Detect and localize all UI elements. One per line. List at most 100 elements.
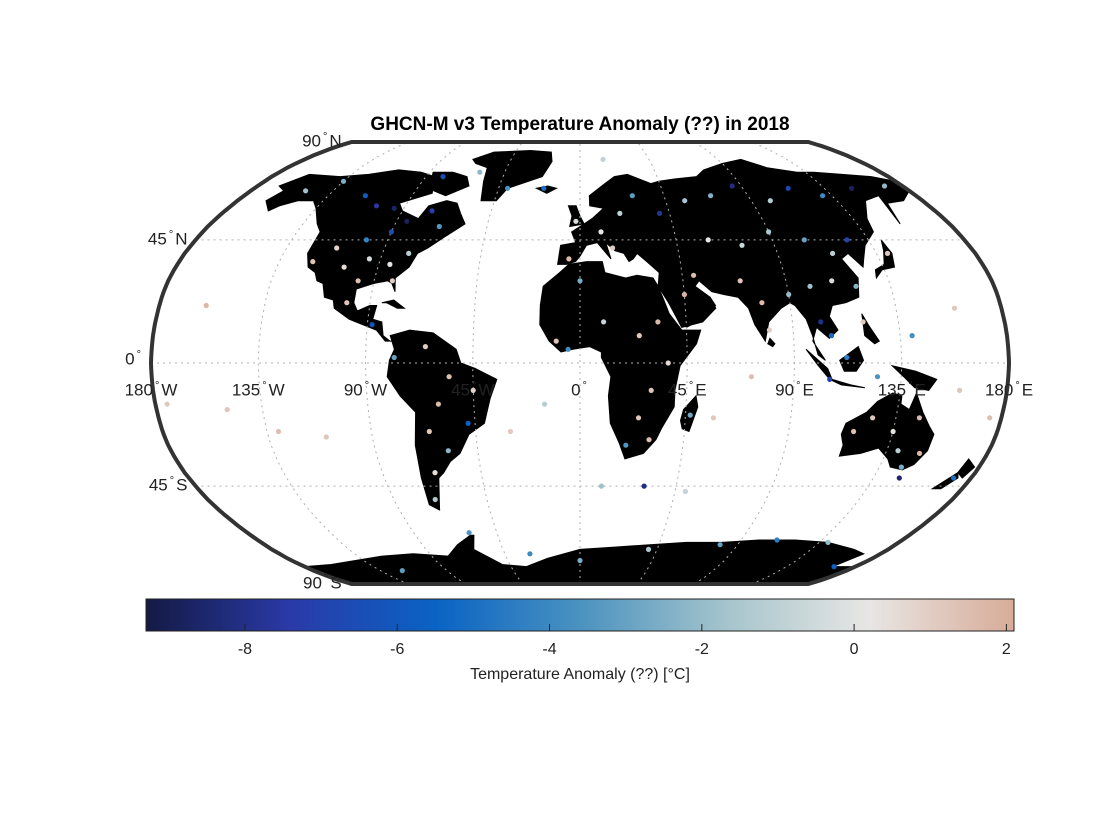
station-marker: [406, 251, 411, 256]
station-marker: [767, 328, 772, 333]
station-marker: [895, 448, 900, 453]
longitude-label: 135 ° E: [878, 380, 926, 401]
longitude-label: 180 ° W: [125, 380, 178, 401]
station-marker: [655, 319, 660, 324]
station-marker: [861, 319, 866, 324]
station-marker: [666, 360, 671, 365]
station-marker: [657, 211, 662, 216]
station-marker: [577, 558, 582, 563]
station-marker: [768, 198, 773, 203]
station-marker: [688, 413, 693, 418]
station-marker: [708, 193, 713, 198]
station-marker: [364, 237, 369, 242]
station-marker: [786, 292, 791, 297]
station-marker: [682, 198, 687, 203]
station-marker: [820, 193, 825, 198]
station-marker: [882, 183, 887, 188]
station-marker: [951, 475, 956, 480]
colorbar: [146, 599, 1014, 631]
station-marker: [829, 278, 834, 283]
latitude-label: 90 ° S: [222, 573, 342, 594]
station-marker: [225, 407, 230, 412]
station-marker: [310, 259, 315, 264]
station-marker: [691, 273, 696, 278]
colorbar-tick-label: 0: [850, 641, 859, 659]
station-marker: [342, 265, 347, 270]
longitude-label: 90 ° W: [344, 380, 387, 401]
station-marker: [204, 303, 209, 308]
station-marker: [875, 374, 880, 379]
station-marker: [851, 429, 856, 434]
station-marker: [374, 203, 379, 208]
station-marker: [910, 333, 915, 338]
station-marker: [899, 465, 904, 470]
station-marker: [573, 219, 578, 224]
station-marker: [891, 429, 896, 434]
station-marker: [363, 193, 368, 198]
station-marker: [324, 434, 329, 439]
station-marker: [392, 206, 397, 211]
station-marker: [390, 278, 395, 283]
station-marker: [636, 415, 641, 420]
station-marker: [446, 448, 451, 453]
station-marker: [566, 256, 571, 261]
latitude-label: 0 °: [23, 349, 143, 370]
station-marker: [831, 564, 836, 569]
colorbar-tick-label: -6: [390, 641, 404, 659]
station-marker: [341, 179, 346, 184]
station-marker: [830, 251, 835, 256]
station-marker: [466, 421, 471, 426]
station-marker: [829, 333, 834, 338]
station-marker: [718, 542, 723, 547]
colorbar-tick-label: -8: [238, 641, 252, 659]
station-marker: [730, 183, 735, 188]
station-marker: [957, 388, 962, 393]
station-marker: [749, 374, 754, 379]
station-marker: [683, 489, 688, 494]
colorbar-tick-label: -2: [695, 641, 709, 659]
colorbar-tick-label: -4: [542, 641, 556, 659]
station-marker: [637, 333, 642, 338]
latitude-label: 90 ° N: [222, 131, 342, 152]
longitude-label: 135 ° W: [232, 380, 285, 401]
station-marker: [505, 186, 510, 191]
station-marker: [436, 402, 441, 407]
station-marker: [437, 224, 442, 229]
station-marker: [623, 443, 628, 448]
station-marker: [766, 229, 771, 234]
station-marker: [818, 319, 823, 324]
station-marker: [447, 374, 452, 379]
station-marker: [759, 300, 764, 305]
station-marker: [646, 437, 651, 442]
station-marker: [165, 402, 170, 407]
station-marker: [429, 208, 434, 213]
station-marker: [853, 284, 858, 289]
station-marker: [649, 388, 654, 393]
station-marker: [601, 319, 606, 324]
latitude-label: 45 ° S: [68, 475, 188, 496]
station-marker: [825, 540, 830, 545]
station-marker: [370, 322, 375, 327]
station-marker: [387, 262, 392, 267]
station-marker: [610, 245, 615, 250]
longitude-label: 90 ° E: [775, 380, 814, 401]
station-marker: [711, 415, 716, 420]
station-marker: [646, 547, 651, 552]
station-marker: [423, 344, 428, 349]
station-marker: [706, 237, 711, 242]
station-marker: [467, 530, 472, 535]
station-marker: [844, 237, 849, 242]
station-marker: [527, 551, 532, 556]
station-marker: [440, 174, 445, 179]
station-marker: [432, 470, 437, 475]
station-marker: [554, 339, 559, 344]
station-marker: [542, 402, 547, 407]
station-marker: [774, 537, 779, 542]
station-marker: [508, 429, 513, 434]
station-marker: [617, 211, 622, 216]
station-marker: [952, 306, 957, 311]
station-marker: [427, 429, 432, 434]
station-marker: [566, 347, 571, 352]
